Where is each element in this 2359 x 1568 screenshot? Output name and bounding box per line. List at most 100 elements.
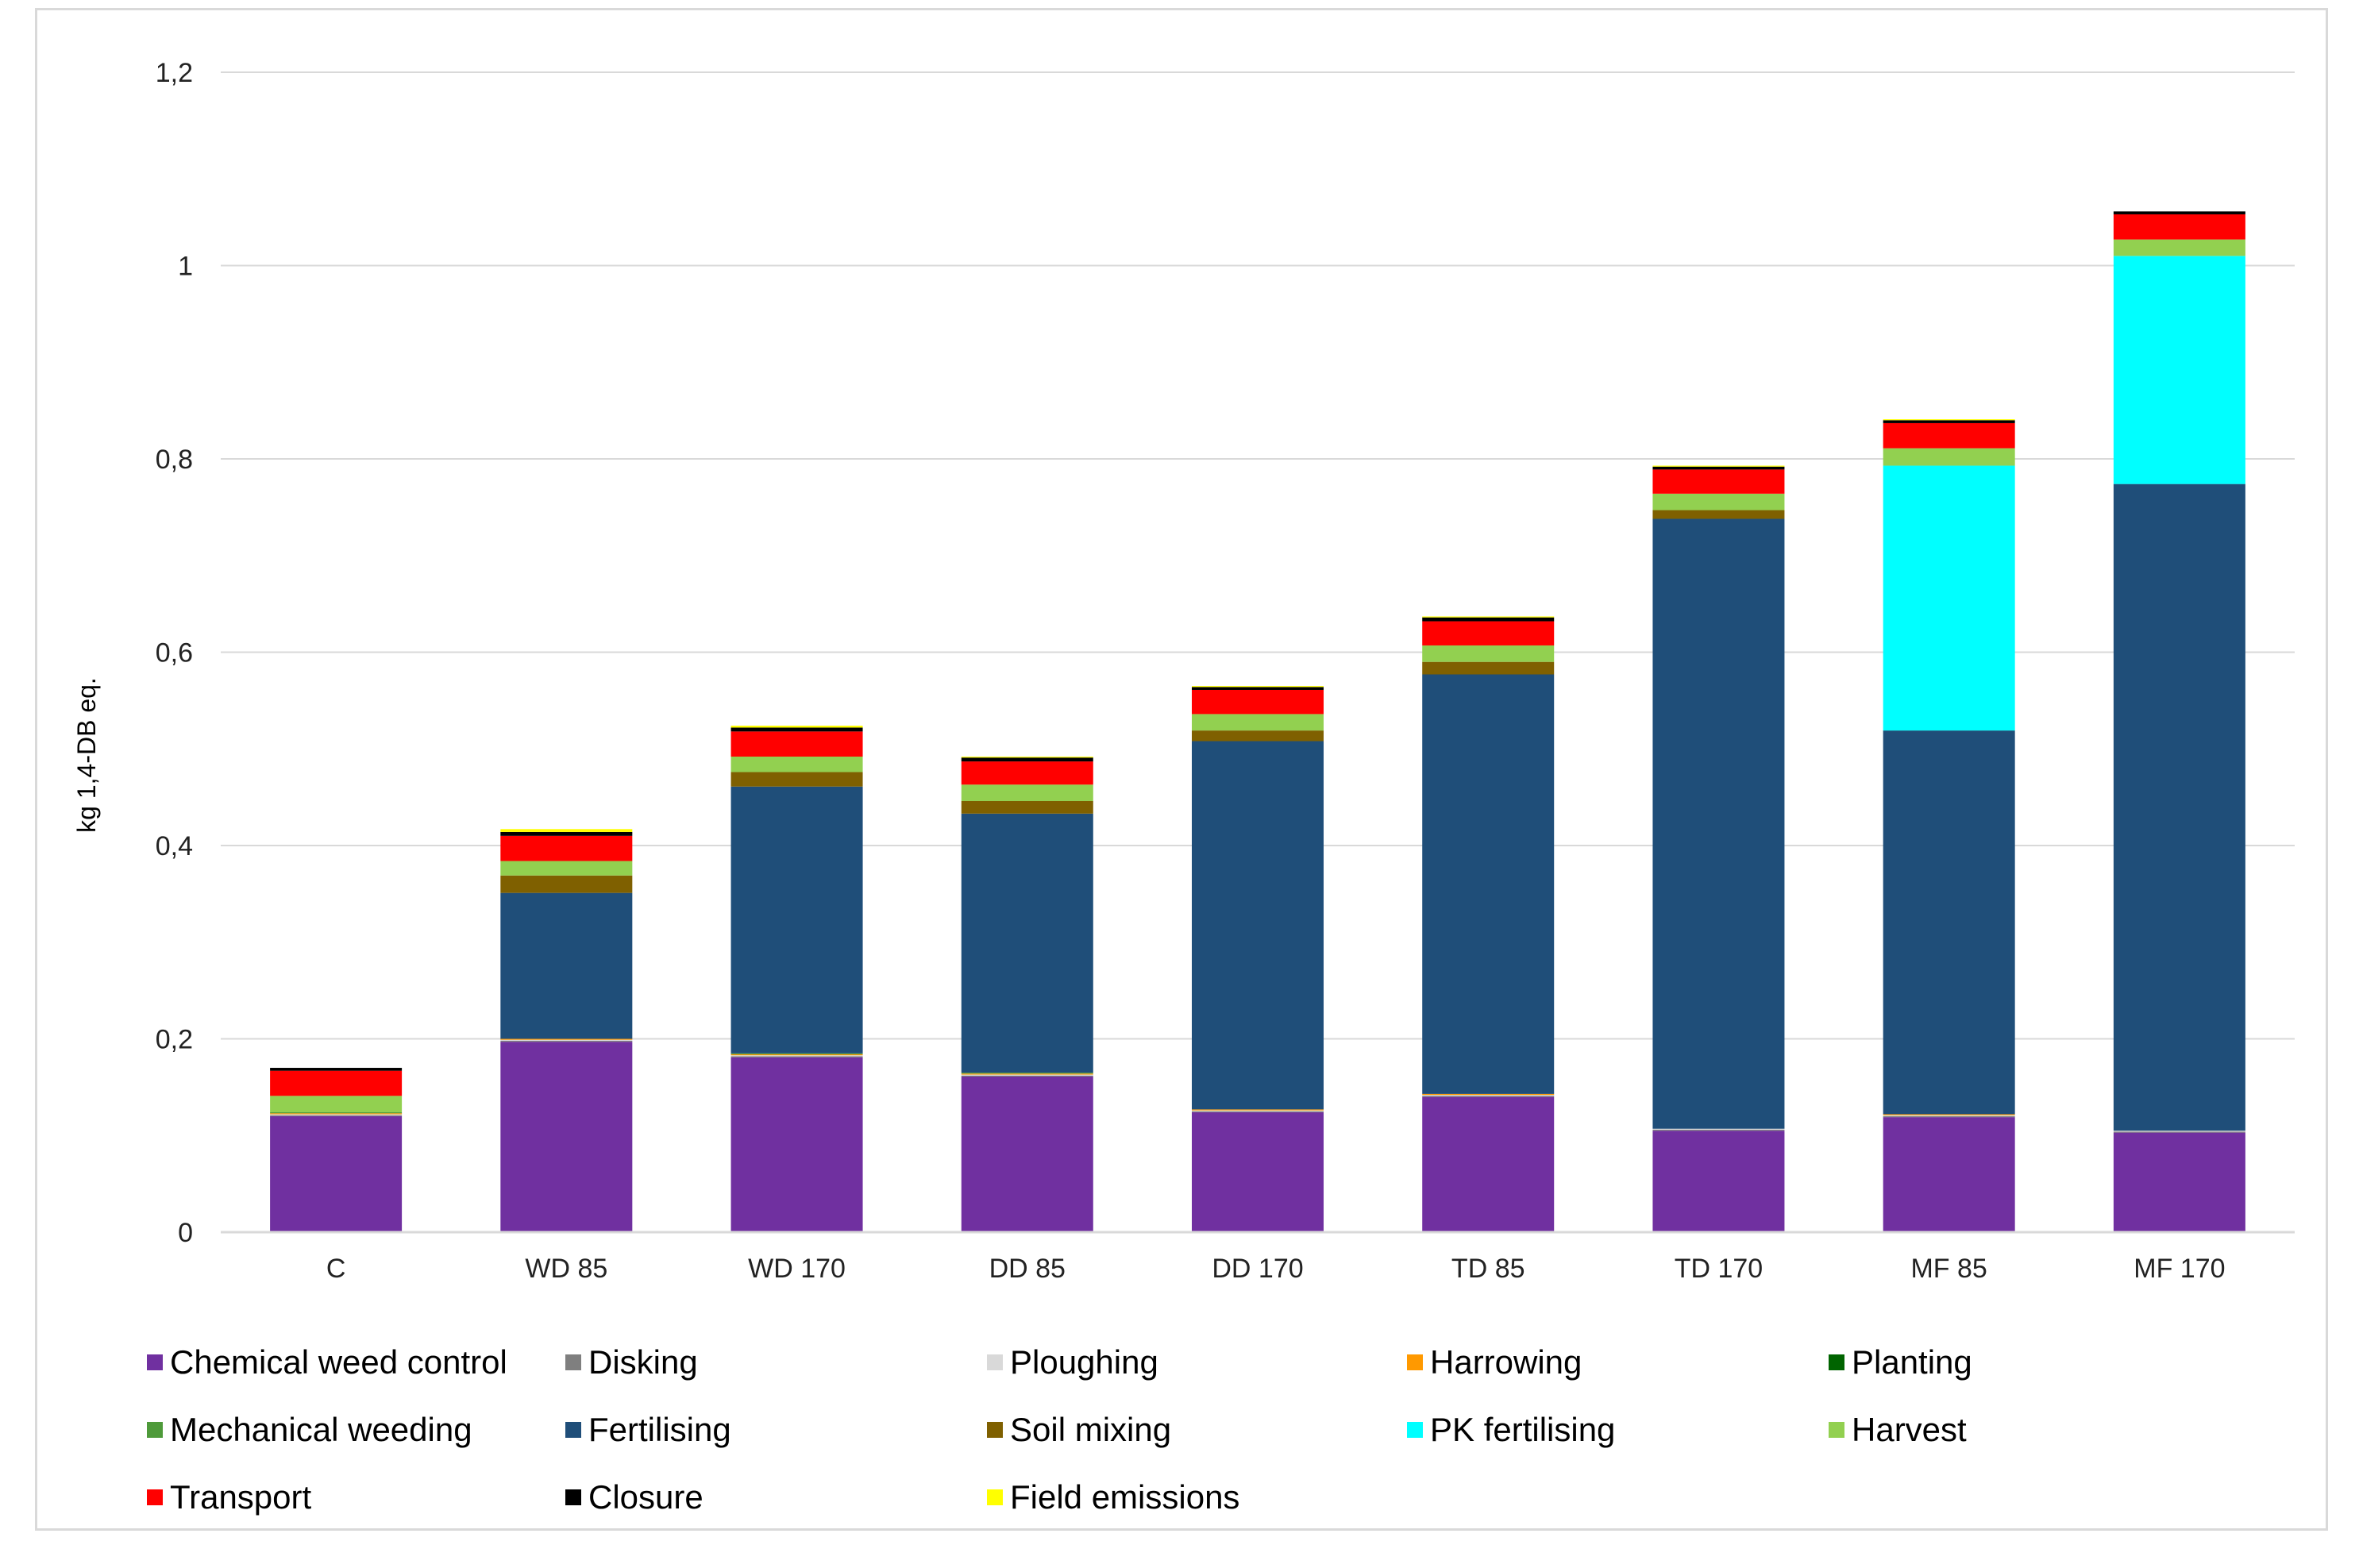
bar-segment: MF 170 / Fertilising: [2113, 483, 2245, 1131]
legend-label: Disking: [588, 1343, 698, 1381]
bar-segment: TD 85 / Closure: [1422, 617, 1555, 622]
legend-item: Mechanical weeding: [147, 1411, 472, 1448]
legend-swatch: [1407, 1422, 1423, 1438]
y-tick-label: 0,8: [156, 445, 193, 475]
x-tick-label: WD 85: [525, 1254, 607, 1284]
legend-label: Chemical weed control: [170, 1343, 507, 1381]
bar-segment: WD 85 / Transport: [500, 835, 633, 861]
bar-segment: DD 170 / Transport: [1192, 689, 1324, 715]
bar-segment: C / Closure: [270, 1068, 403, 1071]
bar-segment: DD 85 / Harrowing: [961, 1073, 1093, 1075]
bar-segment: WD 170 / Harrowing: [730, 1054, 863, 1056]
bar-segment: DD 170 / Harvest: [1192, 714, 1324, 731]
bar-segment: TD 85 / Soil mixing: [1422, 661, 1555, 675]
bar-segment: MF 170 / Transport: [2113, 214, 2245, 240]
x-tick-label: WD 170: [748, 1254, 846, 1284]
legend-item: Closure: [565, 1478, 703, 1516]
y-axis-title: kg 1,4-DB eq.: [72, 677, 101, 833]
y-axis-ticks: 0 0,2 0,4 0,6 0,8 1 1,2: [156, 58, 193, 1248]
bar-segment: TD 170 / Field emissions: [1652, 465, 1785, 467]
bar-segment: TD 170 / Disking: [1652, 1129, 1785, 1131]
legend-swatch: [987, 1489, 1003, 1505]
legend-item: Fertilising: [565, 1411, 731, 1448]
legend-label: Mechanical weeding: [170, 1411, 472, 1448]
bar-segment: TD 85 / Chemical weed control: [1422, 1096, 1555, 1232]
bar-segment: WD 170 / Chemical weed control: [730, 1057, 863, 1232]
legend-label: Ploughing: [1010, 1343, 1158, 1381]
legend-swatch: [147, 1489, 163, 1505]
bar-segment: TD 170 / Ploughing: [1652, 1128, 1785, 1130]
bar-segment: MF 170 / PK fertilising: [2113, 256, 2245, 484]
legend-item: Planting: [1829, 1343, 1972, 1381]
y-tick-label: 0: [178, 1218, 193, 1248]
legend-swatch: [1407, 1354, 1423, 1370]
bars: C / Chemical weed controlC / DiskingC / …: [270, 211, 2245, 1232]
legend: Chemical weed control Disking Ploughing Har…: [147, 1343, 1972, 1516]
bar-segment: WD 170 / Closure: [730, 727, 863, 732]
legend-swatch: [565, 1489, 581, 1505]
bar-segment: WD 85 / Chemical weed control: [500, 1042, 633, 1232]
bar-segment: WD 85 / Ploughing: [500, 1039, 633, 1041]
bar-segment: DD 85 / Harvest: [961, 784, 1093, 801]
bar-segment: DD 85 / Closure: [961, 757, 1093, 762]
bar-segment: DD 170 / Soil mixing: [1192, 730, 1324, 742]
bar-segment: MF 85 / PK fertilising: [1883, 465, 2015, 731]
legend-label: Soil mixing: [1010, 1411, 1171, 1448]
bar-segment: DD 85 / Soil mixing: [961, 800, 1093, 814]
bar-segment: TD 170 / Chemical weed control: [1652, 1131, 1785, 1232]
bar-segment: WD 170 / Soil mixing: [730, 772, 863, 787]
bar-segment: TD 85 / Harvest: [1422, 645, 1555, 662]
legend-item: Harvest: [1829, 1411, 1967, 1448]
y-tick-label: 1: [178, 252, 193, 282]
bar-segment: WD 85 / Fertilising: [500, 892, 633, 1039]
legend-item: Ploughing: [987, 1343, 1158, 1381]
bar-segment: MF 85 / Fertilising: [1883, 730, 2015, 1115]
bar-segment: WD 85 / Closure: [500, 831, 633, 836]
bar-segment: DD 170 / Chemical weed control: [1192, 1112, 1324, 1232]
chart-frame: C / Chemical weed controlC / DiskingC / …: [35, 8, 2328, 1531]
bar-segment: TD 85 / Ploughing: [1422, 1095, 1555, 1096]
x-tick-label: TD 85: [1451, 1254, 1525, 1284]
legend-label: Transport: [170, 1478, 312, 1516]
bar-segment: C / Chemical weed control: [270, 1115, 403, 1232]
legend-item: Transport: [147, 1478, 312, 1516]
legend-item: PK fertilising: [1407, 1411, 1615, 1448]
y-tick-label: 0,2: [156, 1025, 193, 1055]
bar-segment: DD 170 / Disking: [1192, 1111, 1324, 1113]
x-tick-label: DD 170: [1212, 1254, 1303, 1284]
x-tick-label: DD 85: [989, 1254, 1066, 1284]
bar-segment: WD 170 / Ploughing: [730, 1055, 863, 1057]
x-tick-label: MF 170: [2134, 1254, 2225, 1284]
bar-segment: MF 170 / Harvest: [2113, 239, 2245, 256]
bar-segment: DD 85 / Ploughing: [961, 1074, 1093, 1076]
y-tick-label: 1,2: [156, 58, 193, 88]
bar-segment: WD 170 / Transport: [730, 731, 863, 757]
bar-segment: MF 85 / Transport: [1883, 422, 2015, 449]
bar-segment: WD 170 / Harvest: [730, 756, 863, 772]
legend-item: Chemical weed control: [147, 1343, 507, 1381]
bar-segment: TD 85 / Fertilising: [1422, 674, 1555, 1094]
bar-segment: C / Harvest: [270, 1096, 403, 1113]
legend-item: Soil mixing: [987, 1411, 1171, 1448]
bar-segment: C / Mechanical weeding: [270, 1112, 403, 1114]
x-tick-label: C: [326, 1254, 346, 1284]
bar-segment: DD 170 / Field emissions: [1192, 686, 1324, 688]
bar-segment: TD 170 / Closure: [1652, 466, 1785, 470]
x-tick-label: TD 170: [1675, 1254, 1763, 1284]
bar-segment: TD 170 / Harvest: [1652, 493, 1785, 510]
legend-label: PK fertilising: [1430, 1411, 1615, 1448]
legend-swatch: [147, 1354, 163, 1370]
legend-label: Fertilising: [588, 1411, 731, 1448]
y-tick-label: 0,4: [156, 831, 193, 861]
bar-segment: TD 85 / Field emissions: [1422, 616, 1555, 618]
bar-segment: WD 170 / Disking: [730, 1056, 863, 1058]
legend-label: Harrowing: [1430, 1343, 1582, 1381]
bar-segment: C / Harrowing: [270, 1113, 403, 1115]
bar-segment: WD 170 / Field emissions: [730, 726, 863, 728]
bar-segment: WD 85 / Disking: [500, 1040, 633, 1042]
bar-segment: MF 85 / Field emissions: [1883, 419, 2015, 421]
legend-swatch: [987, 1354, 1003, 1370]
bar-segment: MF 85 / Ploughing: [1883, 1115, 2015, 1116]
legend-label: Harvest: [1852, 1411, 1967, 1448]
legend-item: Harrowing: [1407, 1343, 1582, 1381]
